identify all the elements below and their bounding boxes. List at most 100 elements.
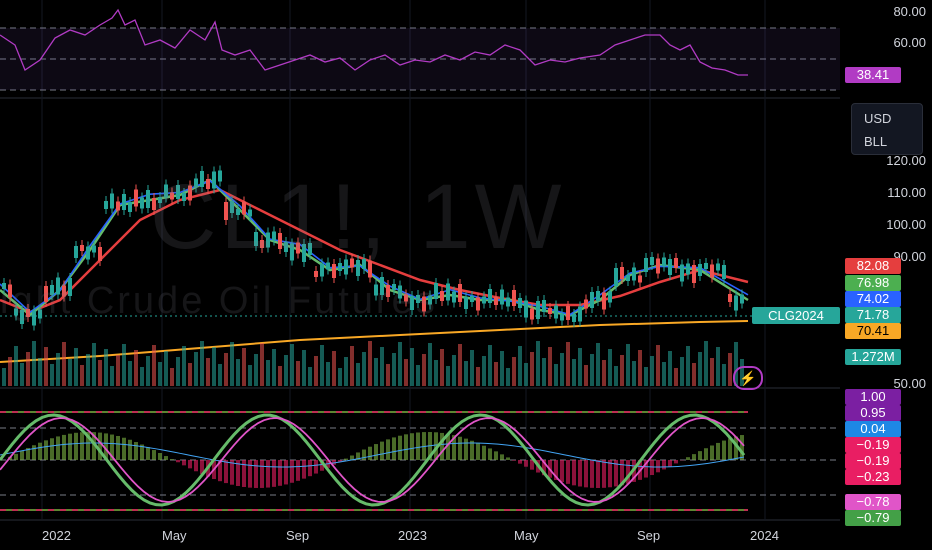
candle-body bbox=[110, 193, 114, 209]
candle-body bbox=[134, 189, 138, 207]
candle-body bbox=[482, 296, 486, 304]
osc-histogram-bar bbox=[608, 460, 612, 488]
candle-body bbox=[728, 294, 732, 302]
osc-histogram-bar bbox=[194, 460, 198, 472]
candle-body bbox=[158, 197, 162, 203]
osc-histogram-bar bbox=[152, 450, 156, 460]
candle-body bbox=[164, 184, 168, 198]
osc-histogram-bar bbox=[278, 460, 282, 486]
candle-body bbox=[428, 295, 432, 305]
candle-body bbox=[56, 277, 60, 295]
price-tick-90: 90.00 bbox=[893, 249, 926, 264]
osc-histogram-bar bbox=[236, 460, 240, 487]
volume-bar bbox=[80, 365, 84, 386]
volume-bar bbox=[242, 348, 246, 386]
candle-body bbox=[272, 231, 276, 241]
volume-bar bbox=[110, 366, 114, 386]
candle-body bbox=[14, 308, 18, 316]
osc-histogram-bar bbox=[356, 452, 360, 460]
osc-histogram-bar bbox=[524, 460, 528, 467]
candle-body bbox=[548, 308, 552, 314]
osc-histogram-bar bbox=[74, 432, 78, 460]
volume-bar bbox=[554, 364, 558, 386]
volume-bar bbox=[416, 365, 420, 386]
osc-histogram-bar bbox=[296, 460, 300, 481]
volume-bar bbox=[656, 345, 660, 386]
candle-body bbox=[278, 233, 282, 249]
osc-histogram-bar bbox=[602, 460, 606, 488]
osc-histogram-bar bbox=[158, 452, 162, 460]
osc-histogram-bar bbox=[386, 439, 390, 460]
bolt-icon[interactable]: ⚡ bbox=[733, 366, 763, 390]
candle-body bbox=[734, 295, 738, 311]
candle-body bbox=[572, 314, 576, 322]
volume-bar bbox=[608, 349, 612, 386]
osc-badge-5: −0.19 bbox=[845, 453, 901, 469]
candle-body bbox=[128, 202, 132, 212]
volume-bar bbox=[482, 356, 486, 386]
candle-body bbox=[338, 263, 342, 271]
osc-histogram-bar bbox=[242, 460, 246, 488]
candle-body bbox=[638, 275, 642, 283]
rsi-tick-80: 80.00 bbox=[893, 4, 926, 19]
osc-badge-7: −0.78 bbox=[845, 494, 901, 510]
candle-body bbox=[536, 301, 540, 319]
volume-bar bbox=[716, 347, 720, 386]
volume-bar bbox=[14, 346, 18, 386]
candle-body bbox=[698, 264, 702, 276]
candle-body bbox=[692, 265, 696, 283]
candle-body bbox=[668, 259, 672, 275]
volume-bar bbox=[422, 354, 426, 386]
volume-bar bbox=[320, 345, 324, 386]
candle-body bbox=[422, 296, 426, 312]
price-tick-100: 100.00 bbox=[886, 217, 926, 232]
osc-histogram-bar bbox=[224, 460, 228, 484]
volume-bar bbox=[218, 364, 222, 386]
volume-bar bbox=[392, 353, 396, 386]
osc-histogram-bar bbox=[404, 434, 408, 460]
osc-histogram-bar bbox=[500, 454, 504, 460]
volume-bar bbox=[602, 360, 606, 386]
candle-body bbox=[608, 291, 612, 303]
volume-bar bbox=[2, 368, 6, 386]
x-label-2022: 2022 bbox=[42, 528, 71, 543]
osc-histogram-bar bbox=[68, 433, 72, 460]
volume-bar bbox=[8, 357, 12, 386]
candle-body bbox=[362, 259, 366, 269]
ema-long-badge: 82.08 bbox=[845, 258, 901, 274]
candle-body bbox=[632, 267, 636, 281]
volume-bar bbox=[20, 363, 24, 386]
volume-bar bbox=[224, 353, 228, 386]
volume-bar bbox=[512, 357, 516, 386]
volume-bar bbox=[338, 368, 342, 386]
osc-histogram-bar bbox=[542, 460, 546, 476]
candle-body bbox=[140, 197, 144, 209]
volume-bar bbox=[182, 346, 186, 386]
currency-unit-button[interactable]: USD BLL bbox=[851, 103, 923, 155]
candle-body bbox=[182, 193, 186, 201]
volume-bar bbox=[158, 362, 162, 386]
osc-histogram-bar bbox=[260, 460, 264, 488]
osc-histogram-bar bbox=[530, 460, 534, 470]
volume-bar bbox=[254, 354, 258, 386]
candle-body bbox=[602, 292, 606, 310]
volume-bar bbox=[584, 365, 588, 386]
volume-bar bbox=[146, 356, 150, 386]
volume-bar bbox=[350, 346, 354, 386]
osc-histogram-bar bbox=[56, 436, 60, 460]
osc-histogram-bar bbox=[620, 460, 624, 486]
candle-body bbox=[20, 310, 24, 324]
osc-badge-4: −0.19 bbox=[845, 437, 901, 453]
candle-body bbox=[302, 244, 306, 262]
osc-histogram-bar bbox=[110, 434, 114, 460]
osc-histogram-bar bbox=[410, 433, 414, 460]
candle-body bbox=[176, 185, 180, 199]
volume-bar bbox=[170, 368, 174, 386]
osc-histogram-bar bbox=[308, 460, 312, 477]
candle-body bbox=[626, 275, 630, 281]
volume-bar bbox=[44, 347, 48, 386]
volume-bar bbox=[26, 352, 30, 386]
osc-histogram-bar bbox=[98, 432, 102, 460]
candle-body bbox=[26, 309, 30, 317]
